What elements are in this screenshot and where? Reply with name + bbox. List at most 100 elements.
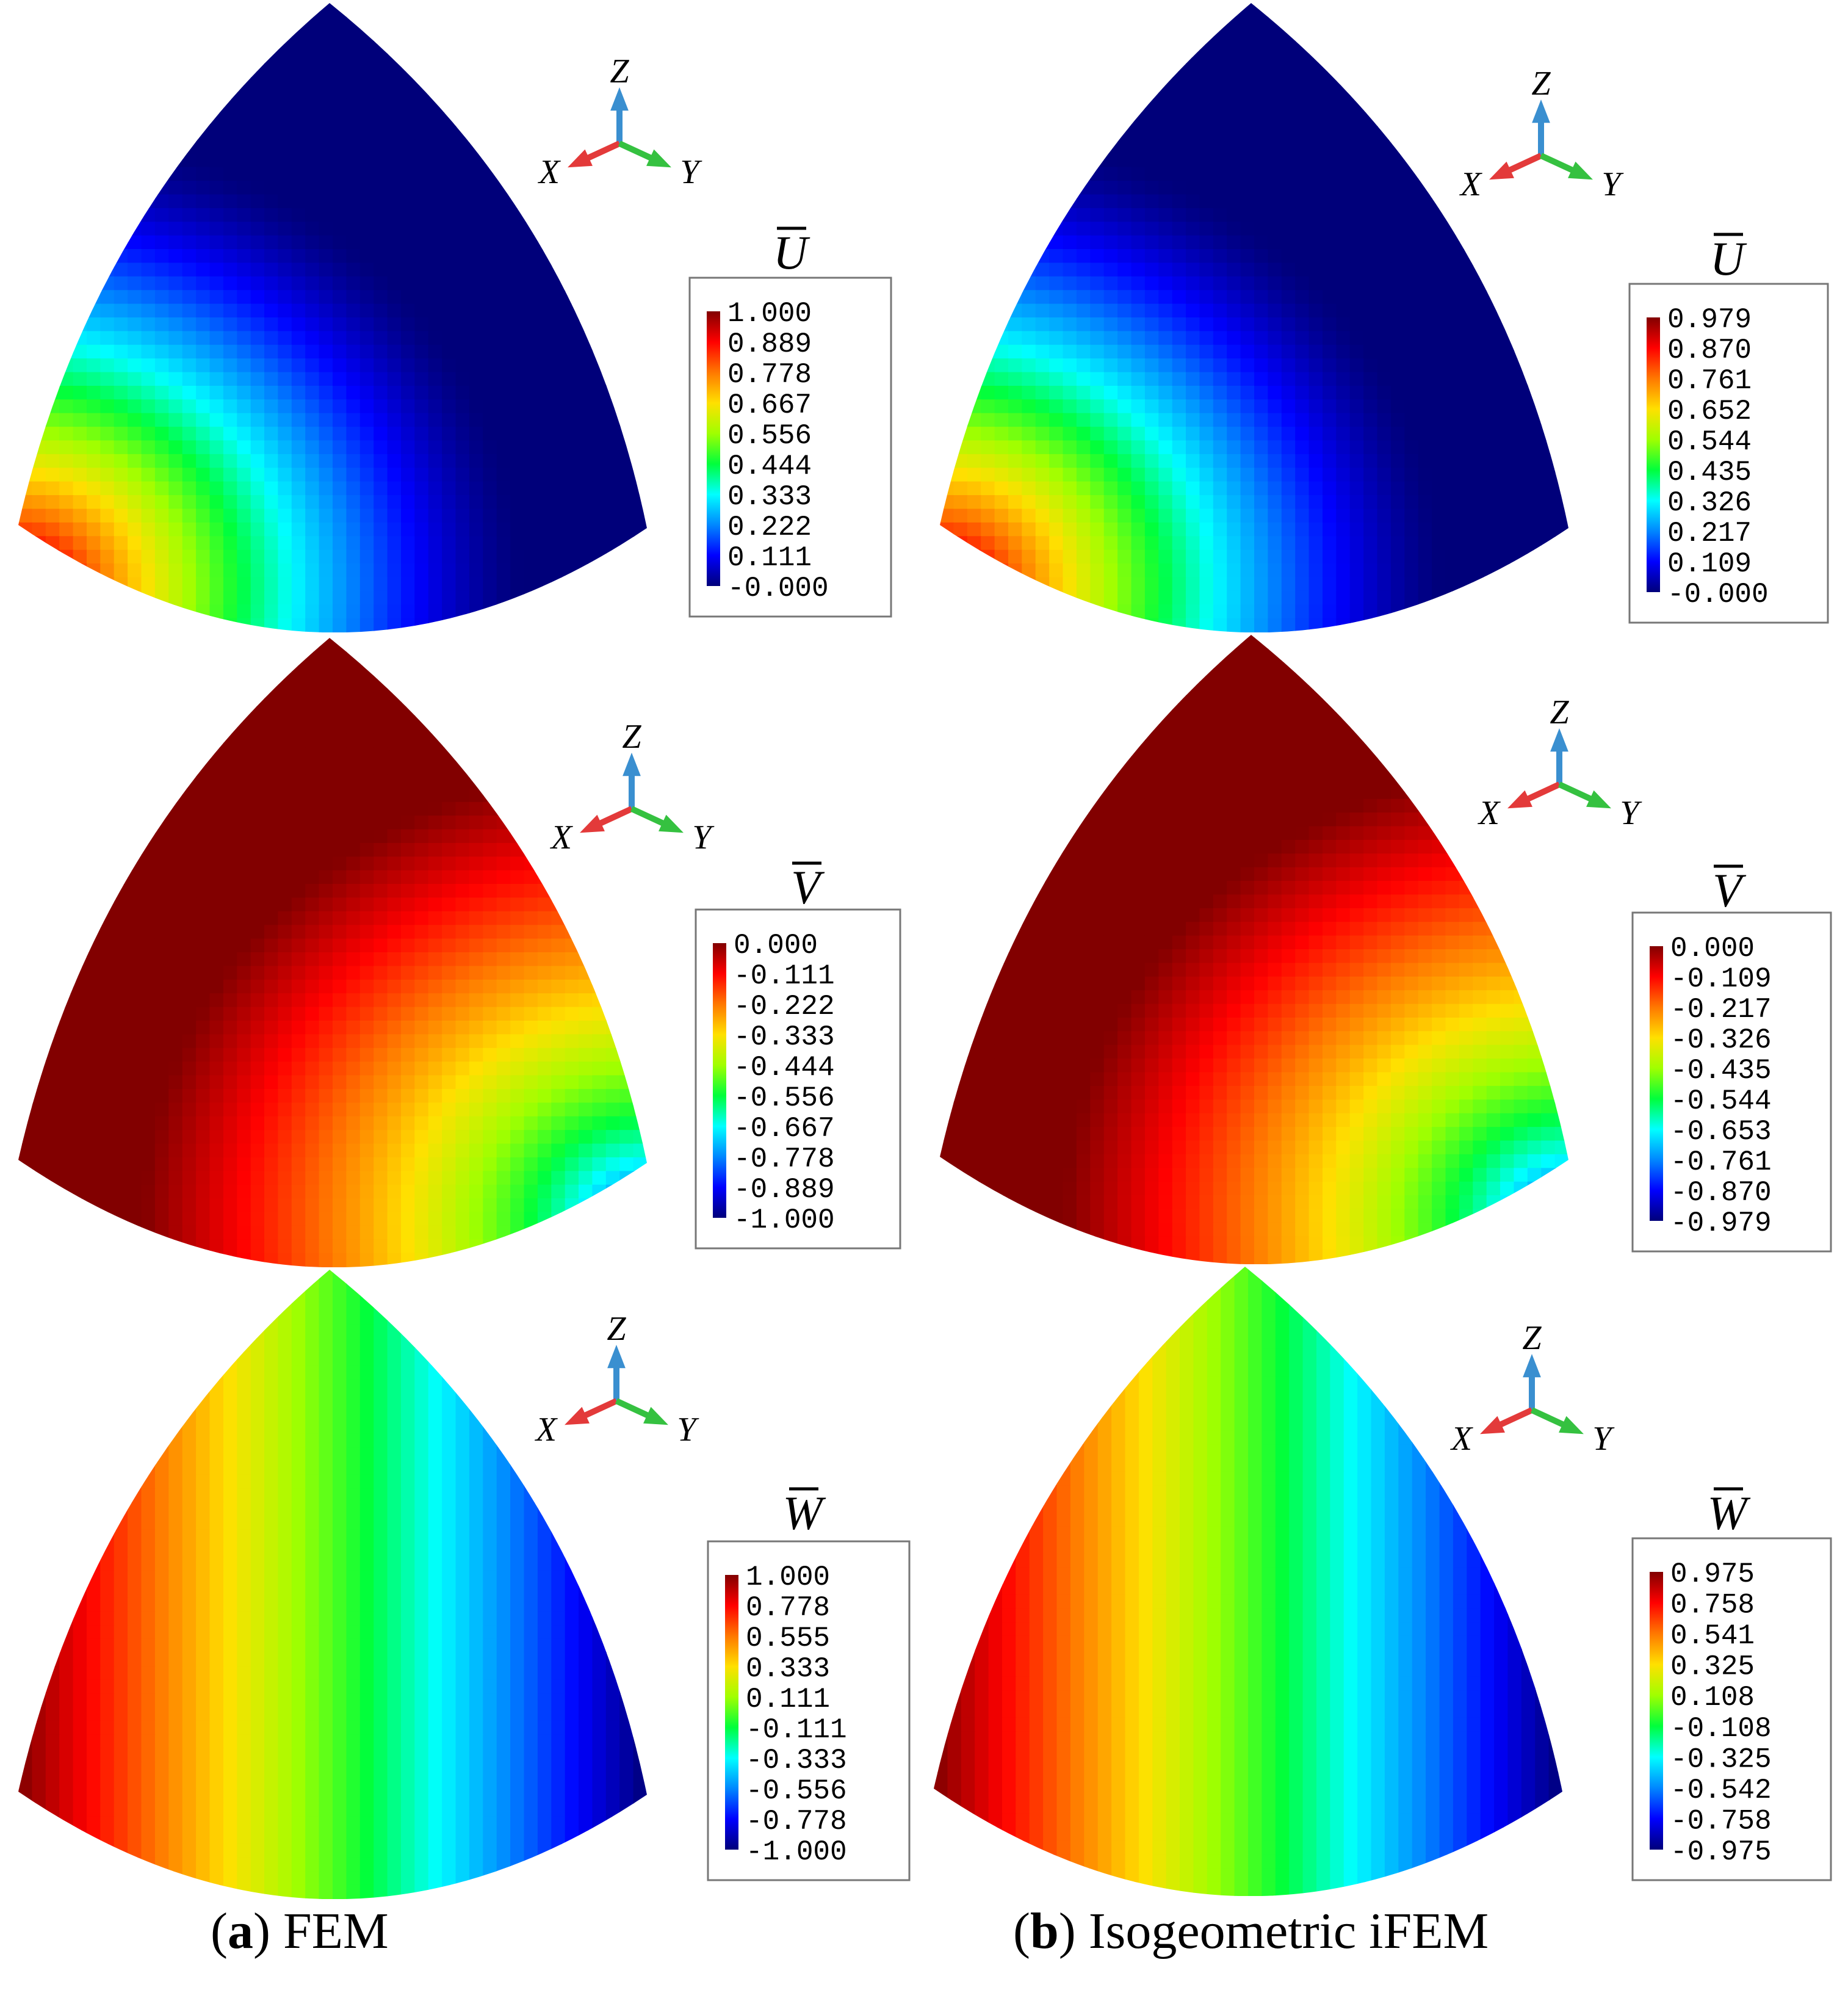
legend-title: W <box>783 1486 826 1540</box>
x-axis-label: X <box>1450 1420 1474 1458</box>
legend-tick-label: -0.000 <box>727 573 829 604</box>
z-axis-label: Z <box>1522 1319 1542 1357</box>
legend-tick-label: 0.108 <box>1670 1682 1755 1713</box>
color-legend: 1.0000.7780.5550.3330.111-0.111-0.333-0.… <box>707 1540 911 1881</box>
legend-tick-label: -0.333 <box>746 1745 847 1776</box>
legend-tick-label: 0.109 <box>1667 548 1752 580</box>
contour-field <box>18 1270 647 1899</box>
legend-tick-label: 0.222 <box>727 512 812 543</box>
color-legend: 0.000-0.111-0.222-0.333-0.444-0.556-0.66… <box>695 908 901 1250</box>
contour-plot-v-b <box>940 635 1568 1264</box>
legend-tick-label: 0.652 <box>1667 396 1752 427</box>
y-axis-label: Y <box>1592 1420 1615 1458</box>
legend-tick-label: -0.556 <box>746 1775 847 1807</box>
caption-a: (a) FEM <box>211 1903 389 1960</box>
legend-tick-label: -0.975 <box>1670 1836 1772 1868</box>
legend-tick-label: -0.778 <box>734 1143 835 1175</box>
legend-tick-label: 0.778 <box>746 1592 830 1624</box>
legend-tick-label: -0.667 <box>734 1113 835 1145</box>
legend-tick-label: 0.325 <box>1670 1651 1755 1683</box>
legend-tick-label: 0.889 <box>727 328 812 360</box>
color-legend: 1.0000.8890.7780.6670.5560.4440.3330.222… <box>688 277 892 618</box>
legend-tick-label: 0.541 <box>1670 1620 1755 1652</box>
legend-tick-label: -0.326 <box>1670 1024 1772 1056</box>
z-axis-label: Z <box>607 1310 626 1348</box>
legend-tick-label: 0.667 <box>727 389 812 421</box>
y-axis-label: Y <box>680 153 702 191</box>
legend-tick-label: 1.000 <box>746 1561 830 1593</box>
legend-tick-label: 0.544 <box>1667 426 1752 458</box>
contour-field <box>18 638 647 1267</box>
contour-field <box>934 1267 1562 1896</box>
legend-tick-label: 0.000 <box>1670 933 1755 964</box>
z-axis-label: Z <box>610 52 629 90</box>
legend-tick-label: -0.556 <box>734 1082 835 1114</box>
z-axis-label: Z <box>622 718 641 756</box>
legend-tick-label: -0.444 <box>734 1052 835 1084</box>
axis-triad: Z X Y <box>1450 1319 1615 1458</box>
contour-plot-w-b <box>934 1267 1562 1896</box>
legend-tick-label: 0.556 <box>727 420 812 452</box>
legend-tick-label: 0.870 <box>1667 335 1752 366</box>
contour-field <box>940 635 1568 1264</box>
contour-plot-v-a <box>18 638 647 1267</box>
legend-tick-label: -0.979 <box>1670 1207 1772 1239</box>
legend-tick-label: 0.555 <box>746 1623 830 1654</box>
legend-tick-label: 0.333 <box>746 1653 830 1685</box>
legend-tick-label: 0.761 <box>1667 365 1752 397</box>
axis-triad: Z X Y <box>550 718 715 856</box>
legend-tick-label: -0.889 <box>734 1174 835 1206</box>
svg-text:U: U <box>1710 232 1747 285</box>
axis-triad: Z X Y <box>1459 65 1625 203</box>
contour-plot-w-a <box>18 1270 647 1899</box>
legend-tick-label: 0.217 <box>1667 518 1752 549</box>
legend-tick-label: 0.435 <box>1667 457 1752 488</box>
legend-tick-label: 0.333 <box>727 481 812 513</box>
legend-title: V <box>791 861 825 914</box>
contour-plot-u-a <box>18 3 647 632</box>
legend-tick-label: -0.111 <box>746 1714 847 1746</box>
y-axis-label: Y <box>1601 165 1624 203</box>
z-axis-label: Z <box>1550 693 1569 731</box>
legend-tick-label: 0.111 <box>746 1684 830 1715</box>
legend-tick-label: -0.108 <box>1670 1713 1772 1745</box>
legend-colorbar <box>1650 946 1663 1221</box>
legend-tick-label: 0.111 <box>727 542 812 574</box>
legend-title: U <box>1710 232 1747 285</box>
legend-tick-label: 0.326 <box>1667 487 1752 519</box>
color-legend: 0.9790.8700.7610.6520.5440.4350.3260.217… <box>1628 283 1829 624</box>
legend-tick-label: -0.870 <box>1670 1177 1772 1209</box>
axis-triad: Z X Y <box>1478 693 1643 832</box>
x-axis-label: X <box>1459 165 1483 203</box>
legend-tick-label: -1.000 <box>734 1204 835 1236</box>
legend-tick-label: 0.758 <box>1670 1590 1755 1621</box>
legend-tick-label: 0.975 <box>1670 1558 1755 1590</box>
x-axis-label: X <box>538 153 561 191</box>
contour-field <box>940 3 1568 632</box>
legend-tick-label: -0.222 <box>734 991 835 1022</box>
x-axis-label: X <box>535 1411 558 1449</box>
legend-tick-label: -0.109 <box>1670 963 1772 995</box>
contour-plot-u-b <box>940 3 1568 632</box>
legend-tick-label: 1.000 <box>727 298 812 330</box>
caption-b: (b) Isogeometric iFEM <box>1013 1903 1489 1960</box>
axis-triad: Z X Y <box>535 1310 700 1449</box>
y-axis-label: Y <box>677 1411 699 1449</box>
legend-tick-label: 0.444 <box>727 451 812 482</box>
contour-field <box>18 3 647 632</box>
svg-text:U: U <box>773 226 810 279</box>
legend-tick-label: -1.000 <box>746 1836 847 1868</box>
legend-title: V <box>1713 864 1747 917</box>
legend-tick-label: -0.325 <box>1670 1743 1772 1775</box>
legend-colorbar <box>713 943 726 1218</box>
x-axis-label: X <box>550 819 574 856</box>
x-axis-label: X <box>1478 794 1501 832</box>
legend-tick-label: -0.217 <box>1670 994 1772 1026</box>
y-axis-label: Y <box>1620 794 1642 832</box>
legend-tick-label: 0.778 <box>727 359 812 391</box>
legend-tick-label: -0.778 <box>746 1806 847 1837</box>
legend-tick-label: -0.333 <box>734 1021 835 1053</box>
axis-triad: Z X Y <box>538 52 703 191</box>
